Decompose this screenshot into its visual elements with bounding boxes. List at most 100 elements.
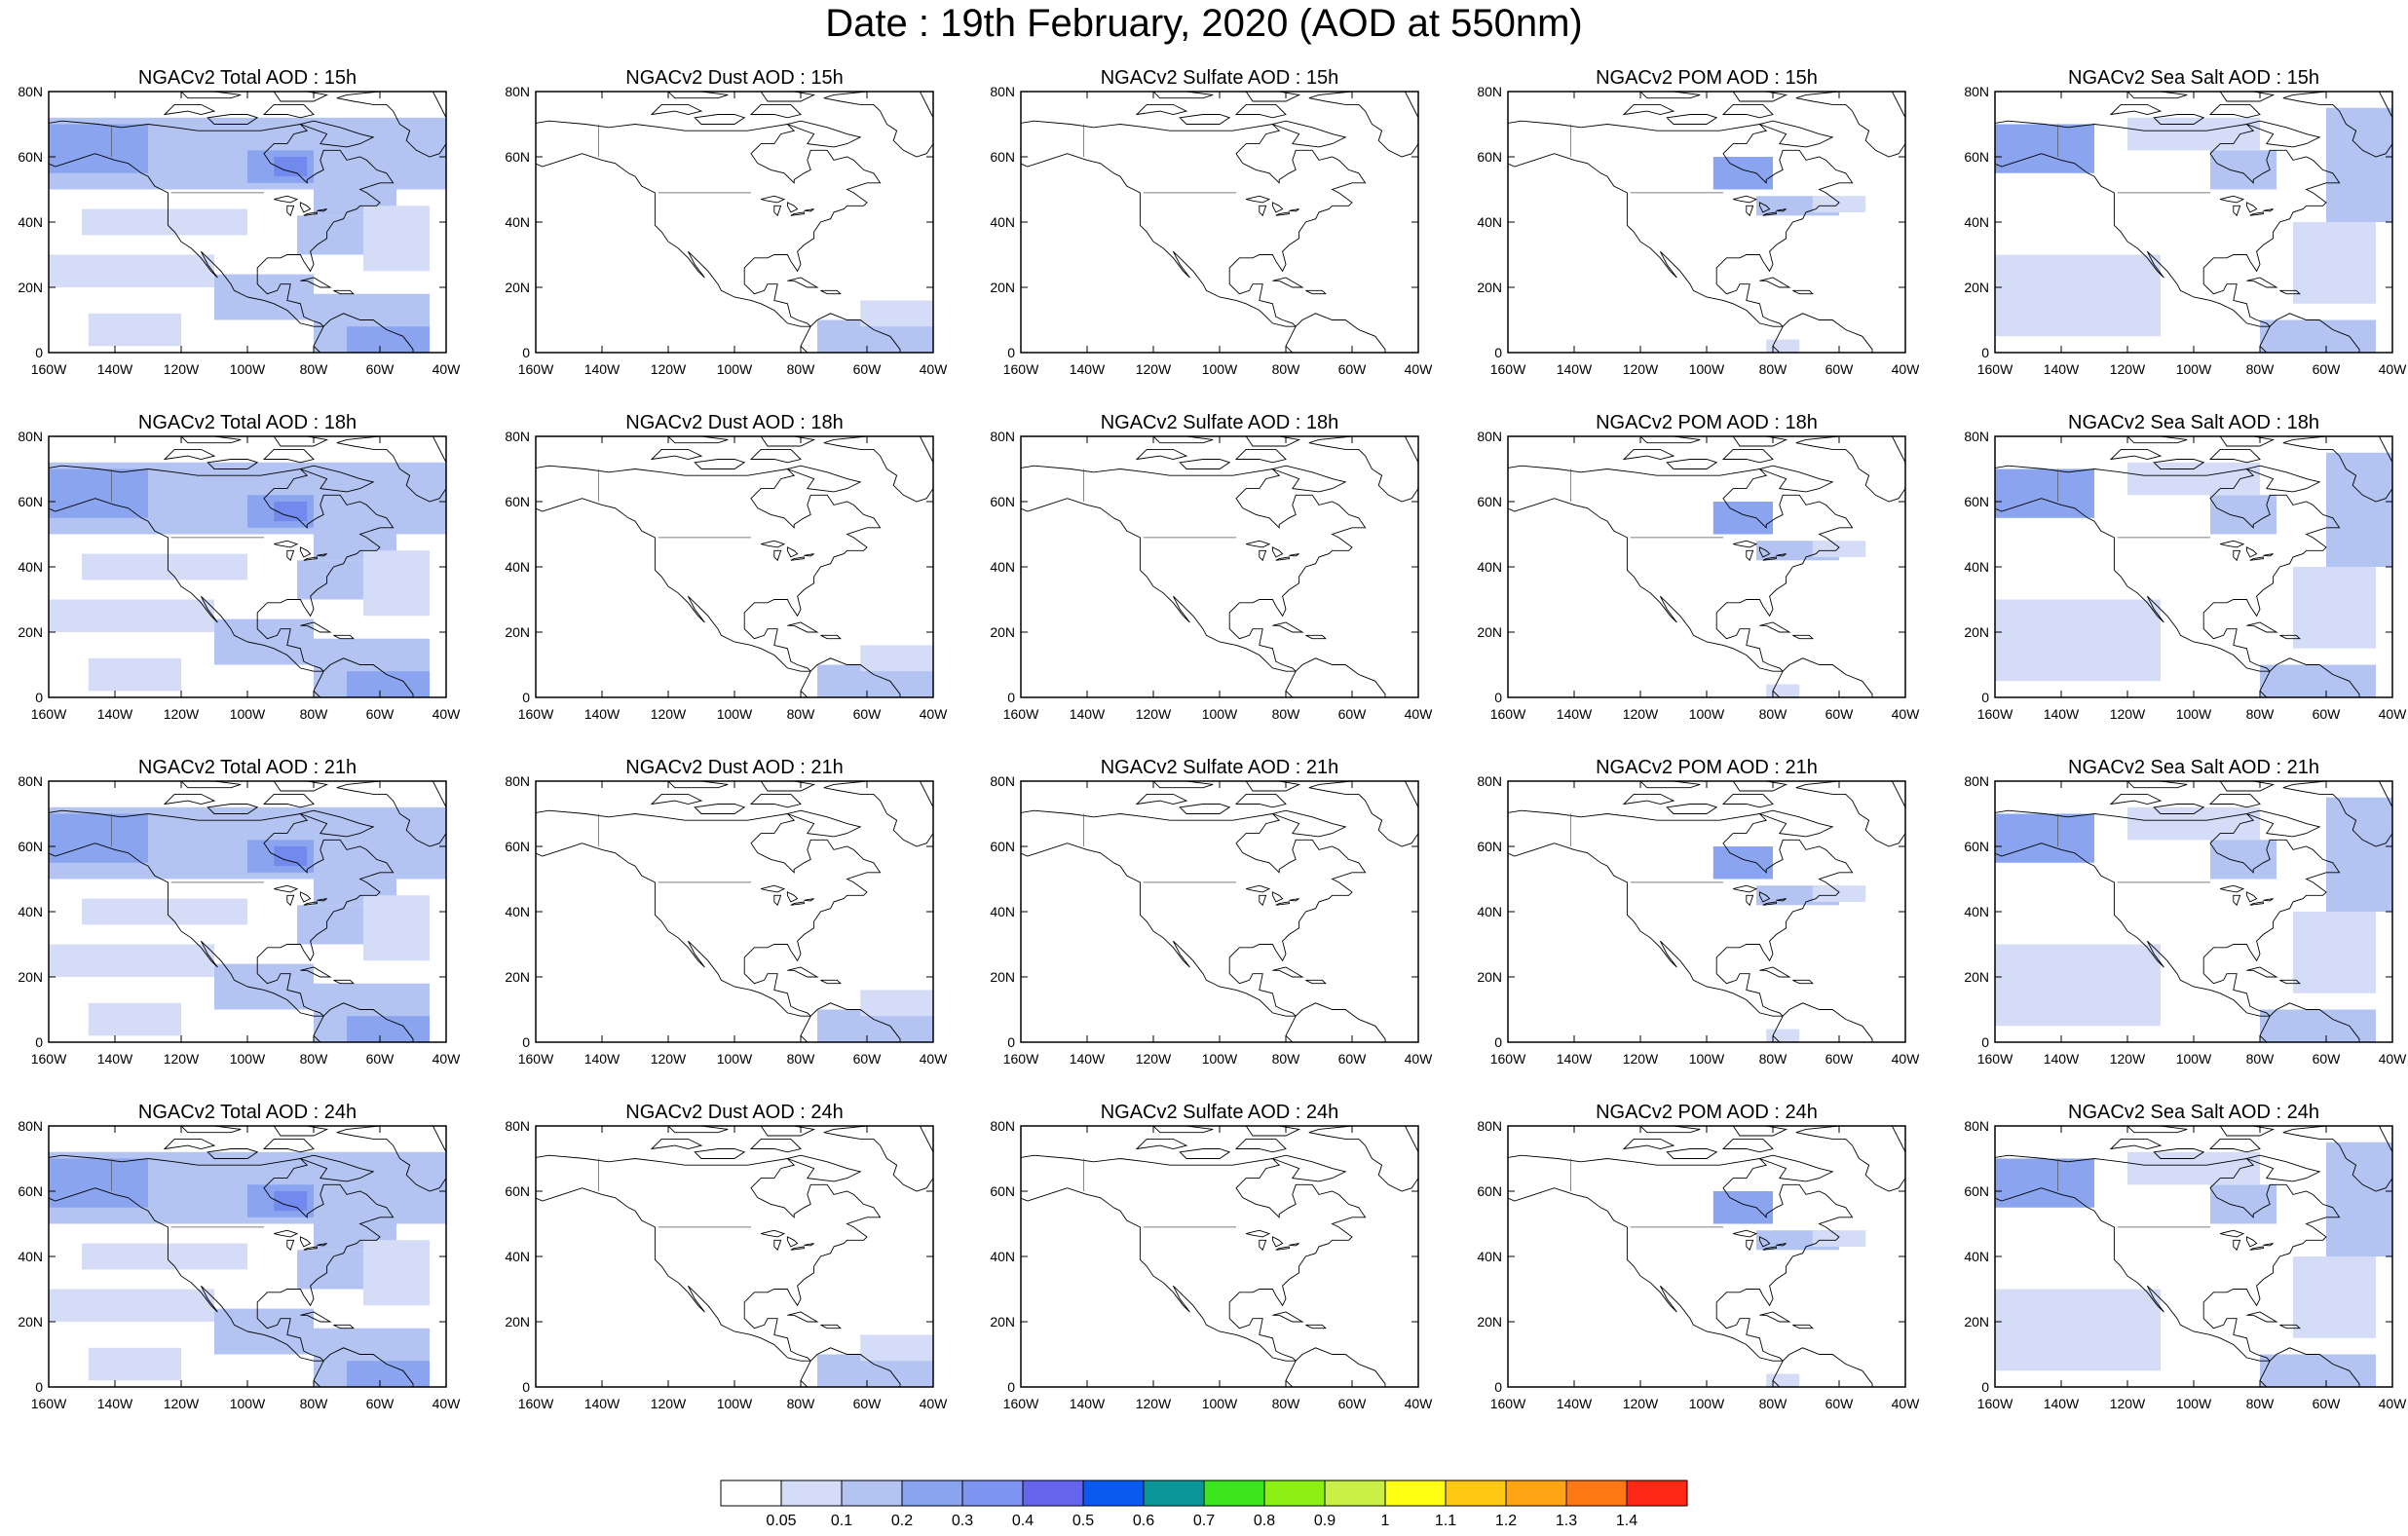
colorbar-label: 0.1 [831,1513,852,1529]
arctic-island [1179,1148,1231,1159]
coastline-west [1508,843,1873,1042]
great-lake [1289,553,1299,557]
arctic-island [785,465,862,493]
x-tick-label: 80W [1272,1396,1301,1411]
coastline-west [1021,1187,1386,1387]
great-lake [1776,553,1787,557]
arctic-island [1245,1126,1301,1137]
hispaniola-outline [2279,289,2301,295]
greenland-outline [1308,1126,1418,1192]
south-america-outline [1772,1015,1784,1042]
y-tick-label: 80N [1964,84,1989,99]
great-lake [2249,901,2264,906]
arctic-island [760,436,816,447]
south-america-outline [313,1015,324,1042]
coastline-east [1508,465,1854,672]
y-tick-label: 40N [505,214,530,230]
colorbar-label: 0.6 [1133,1513,1154,1529]
aod-shading [49,468,148,518]
x-tick-label: 40W [433,1051,462,1067]
arctic-island [2126,1126,2188,1134]
x-tick-label: 80W [1272,706,1301,722]
x-tick-label: 160W [1490,1051,1526,1067]
y-tick-label: 80N [505,1118,530,1134]
arctic-island [180,92,242,99]
aod-shading [2260,1009,2376,1042]
great-lake [1776,1243,1787,1247]
aod-shading [49,944,214,977]
arctic-island [1732,436,1788,447]
arctic-island [694,459,746,469]
map-frame: 160W 140W 120W 100W 80W 60W 40W 0 20N 40N 60N 80N [18,429,461,722]
panel-title: NGACv2 Dust AOD : 21h [625,757,844,778]
map-frame: 160W 140W 120W 100W 80W 60W 40W 0 20N 40N 60N 80N [505,84,948,377]
y-tick-label: 60N [990,149,1015,165]
arctic-island [273,1126,329,1137]
x-tick-label: 60W [1338,361,1368,377]
greenland-outline [336,781,446,847]
arctic-island [1245,436,1301,447]
x-tick-label: 140W [584,706,621,722]
arctic-island [163,103,216,116]
great-lake [2245,891,2258,903]
x-tick-label: 160W [518,706,554,722]
arctic-island [1234,448,1287,464]
aod-shading [2127,462,2260,496]
panel-title: NGACv2 Total AOD : 21h [137,757,357,778]
map-panel: NGACv2 Sea Salt AOD : 21h 160W 140W 120W 100… [1964,754,2408,1095]
colorbar-label: 0.05 [766,1513,796,1529]
great-lake [1246,195,1271,204]
colorbar-swatch [1445,1480,1507,1507]
great-lake [773,1239,782,1252]
y-tick-label: 0 [35,1034,43,1050]
y-tick-label: 0 [1494,1034,1502,1050]
x-tick-label: 100W [717,1396,753,1411]
great-lake [773,549,782,562]
aod-shading [2326,797,2392,912]
great-lake [1762,1246,1777,1251]
arctic-island [2219,1126,2276,1137]
y-tick-label: 80N [1477,1118,1502,1134]
aod-shading [2210,1184,2276,1224]
x-tick-label: 60W [2313,706,2342,722]
panel-title: NGACv2 Sea Salt AOD : 18h [2068,412,2319,433]
y-tick-label: 20N [18,280,43,295]
x-tick-label: 80W [300,706,329,722]
y-tick-label: 20N [1964,969,1989,985]
arctic-island [1270,120,1347,148]
y-tick-label: 20N [505,624,530,640]
arctic-island [1757,809,1834,838]
cuba-outline [2246,621,2278,633]
aod-shading [2260,664,2376,697]
aod-shading [274,502,308,522]
x-tick-label: 120W [164,1396,200,1411]
y-tick-label: 20N [1964,280,1989,295]
y-tick-label: 20N [18,969,43,985]
cuba-outline [300,277,332,288]
x-tick-label: 140W [1557,1051,1593,1067]
aod-shading [214,1308,314,1355]
great-lake [786,1236,799,1248]
arctic-island [2219,436,2276,447]
x-tick-label: 140W [584,1396,621,1411]
x-tick-label: 160W [1490,706,1526,722]
coastline-west [1508,153,1873,353]
map-panel: NGACv2 Sea Salt AOD : 15h 160W 140W 120W 100… [1964,64,2408,405]
arctic-island [1721,793,1774,808]
arctic-island [749,1138,802,1153]
x-tick-label: 140W [2044,706,2080,722]
panel-title: NGACv2 Sulfate AOD : 24h [1100,1102,1339,1123]
coastline-west [1995,843,2360,1042]
x-tick-label: 80W [2246,706,2276,722]
y-tick-label: 40N [505,1249,530,1264]
x-tick-label: 140W [2044,1051,2080,1067]
y-tick-label: 60N [505,1183,530,1199]
great-lake [1289,208,1299,212]
x-tick-label: 120W [1136,706,1172,722]
coastline-west [1995,153,2360,353]
y-tick-label: 20N [990,1314,1015,1330]
x-tick-label: 40W [920,1051,949,1067]
y-tick-label: 80N [18,84,43,99]
colorbar-swatch [1505,1480,1567,1507]
arctic-island [1135,1138,1188,1150]
